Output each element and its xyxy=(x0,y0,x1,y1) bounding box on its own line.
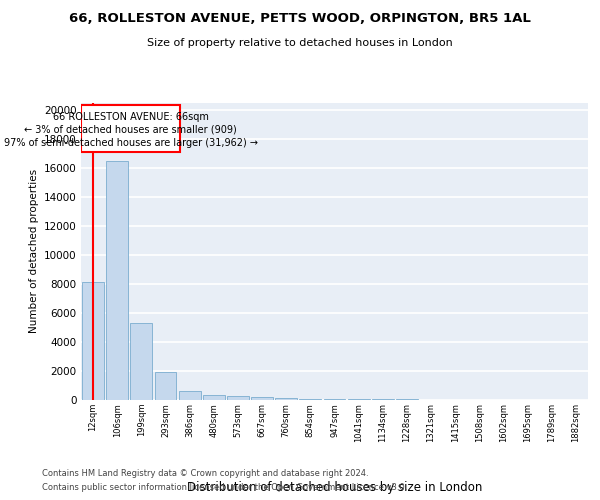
FancyBboxPatch shape xyxy=(82,106,180,152)
Bar xyxy=(251,397,273,400)
Bar xyxy=(155,372,176,400)
Text: Size of property relative to detached houses in London: Size of property relative to detached ho… xyxy=(147,38,453,48)
Bar xyxy=(179,390,200,400)
X-axis label: Distribution of detached houses by size in London: Distribution of detached houses by size … xyxy=(187,481,482,494)
Text: 97% of semi-detached houses are larger (31,962) →: 97% of semi-detached houses are larger (… xyxy=(4,138,258,147)
Text: Contains public sector information licensed under the Open Government Licence v3: Contains public sector information licen… xyxy=(42,484,407,492)
Bar xyxy=(130,323,152,400)
Bar xyxy=(106,160,128,400)
Text: Contains HM Land Registry data © Crown copyright and database right 2024.: Contains HM Land Registry data © Crown c… xyxy=(42,468,368,477)
Bar xyxy=(348,399,370,400)
Text: 66, ROLLESTON AVENUE, PETTS WOOD, ORPINGTON, BR5 1AL: 66, ROLLESTON AVENUE, PETTS WOOD, ORPING… xyxy=(69,12,531,26)
Text: ← 3% of detached houses are smaller (909): ← 3% of detached houses are smaller (909… xyxy=(25,124,237,134)
Y-axis label: Number of detached properties: Number of detached properties xyxy=(29,169,38,334)
Bar xyxy=(275,398,297,400)
Bar xyxy=(323,399,346,400)
Bar xyxy=(203,395,224,400)
Text: 66 ROLLESTON AVENUE: 66sqm: 66 ROLLESTON AVENUE: 66sqm xyxy=(53,112,209,122)
Bar xyxy=(82,282,104,400)
Bar xyxy=(299,398,321,400)
Bar xyxy=(227,396,249,400)
